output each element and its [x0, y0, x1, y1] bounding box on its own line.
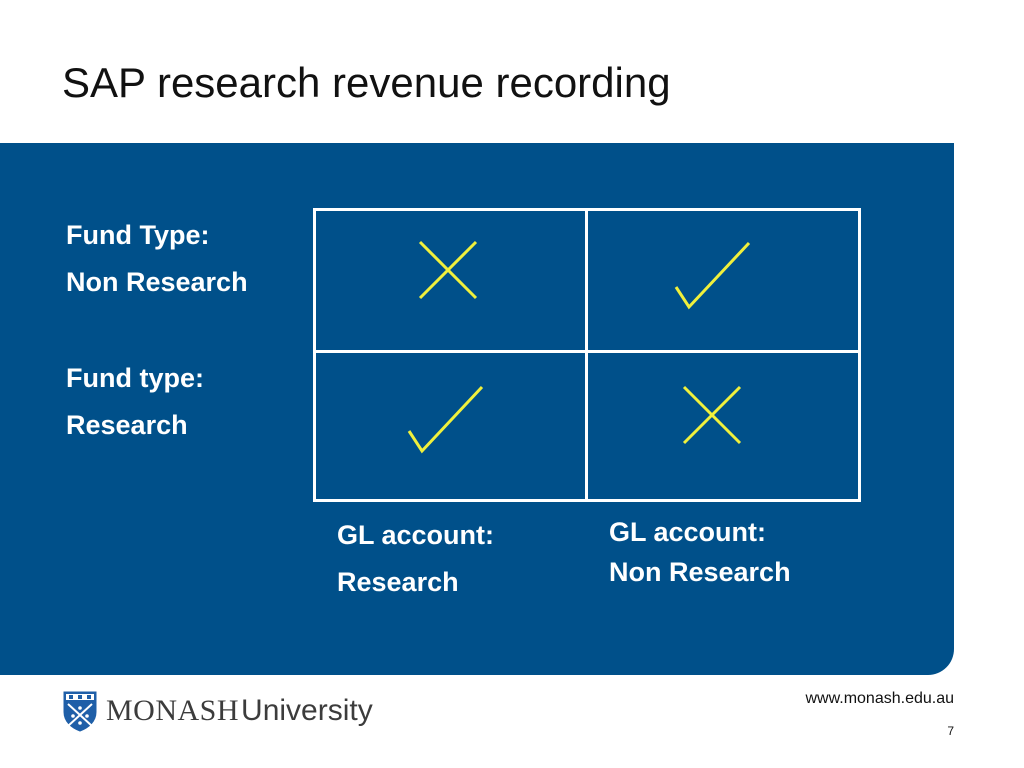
- page-number: 7: [947, 724, 954, 738]
- cross-icon: [418, 240, 478, 300]
- column-label-line1: GL account:: [609, 517, 767, 547]
- logo-wordmark-monash: MONASH: [106, 694, 240, 727]
- monash-crest-icon: [63, 691, 97, 732]
- check-icon: [407, 385, 484, 454]
- matrix-cell-r1-c1: [313, 208, 588, 353]
- monash-logo: MONASH University: [62, 690, 373, 732]
- slide-title: SAP research revenue recording: [62, 59, 671, 106]
- row-label-research: Fund type: Research: [66, 355, 204, 449]
- row-label-line2: Research: [66, 410, 188, 440]
- column-label-line2: Research: [337, 567, 459, 597]
- cross-icon: [682, 385, 742, 445]
- row-label-line1: Fund Type:: [66, 220, 210, 250]
- column-label-non-research: GL account: Non Research: [609, 512, 791, 592]
- matrix-cell-r1-c2: [585, 208, 861, 353]
- footer-url[interactable]: www.monash.edu.au: [805, 690, 954, 707]
- matrix-cell-r2-c1: [313, 350, 588, 502]
- matrix-grid: [313, 208, 861, 502]
- column-label-line1: GL account:: [337, 520, 495, 550]
- column-label-research: GL account: Research: [337, 512, 494, 606]
- column-label-line2: Non Research: [609, 557, 791, 587]
- check-icon: [674, 241, 751, 310]
- logo-wordmark-university: University: [241, 694, 373, 727]
- row-label-non-research: Fund Type: Non Research: [66, 212, 248, 306]
- content-panel: [0, 143, 954, 675]
- row-label-line2: Non Research: [66, 267, 248, 297]
- row-label-line1: Fund type:: [66, 363, 204, 393]
- matrix-cell-r2-c2: [585, 350, 861, 502]
